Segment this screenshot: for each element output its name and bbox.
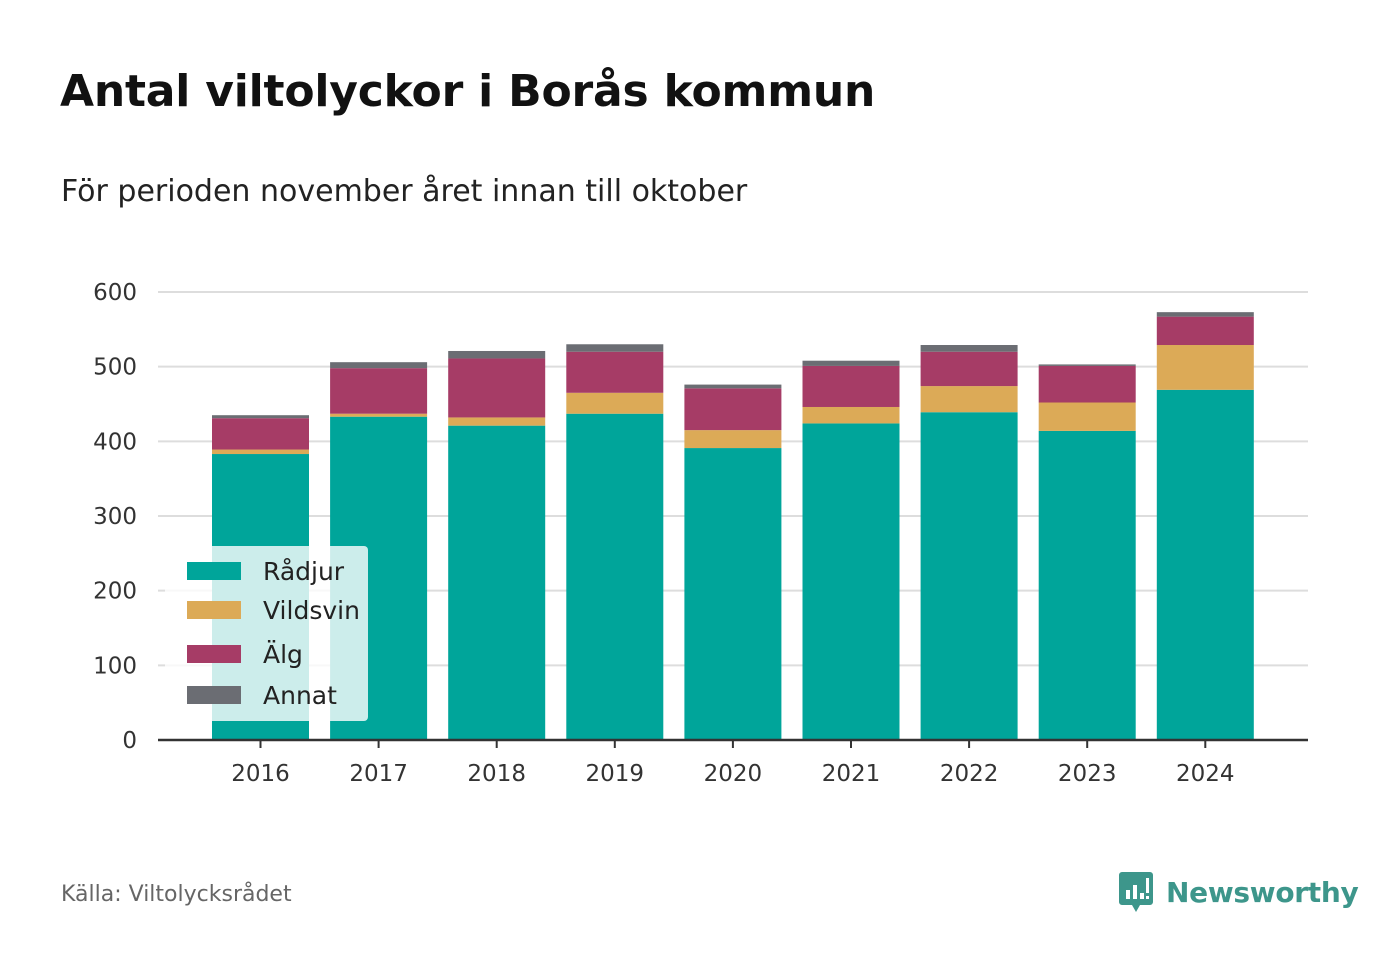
y-tick-label: 500 [93,355,137,381]
legend: Rådjur Vildsvin Älg Annat [165,546,368,721]
bar-vildsvin-2020[interactable] [684,430,782,449]
newsworthy-logo-text: Newsworthy [1166,875,1359,909]
bar-vildsvin-2017[interactable] [330,413,428,417]
bar-vildsvin-2023[interactable] [1038,402,1136,431]
bar-rådjur-2023[interactable] [1038,430,1136,740]
legend-swatch-radjur [187,562,241,580]
bar-älg-2017[interactable] [330,368,428,414]
bar-rådjur-2019[interactable] [566,413,664,740]
bar-vildsvin-2018[interactable] [448,417,546,426]
legend-item-vildsvin[interactable]: Vildsvin [187,595,360,625]
bar-annat-2022[interactable] [920,345,1018,352]
x-tick-label: 2021 [822,761,881,787]
bar-vildsvin-2024[interactable] [1156,345,1254,390]
bar-vildsvin-2022[interactable] [920,386,1018,413]
bar-rådjur-2020[interactable] [684,448,782,740]
y-tick-label: 400 [93,429,137,455]
y-tick-label: 600 [93,280,137,306]
legend-item-alg[interactable]: Älg [187,639,303,669]
bar-vildsvin-2021[interactable] [802,406,900,424]
bar-rådjur-2022[interactable] [920,412,1018,740]
bar-annat-2023[interactable] [1038,364,1136,366]
bar-älg-2018[interactable] [448,358,546,418]
bar-annat-2024[interactable] [1156,312,1254,317]
bar-annat-2019[interactable] [566,344,664,352]
bar-annat-2021[interactable] [802,360,900,366]
newsworthy-logo-icon [1119,872,1153,912]
bar-annat-2016[interactable] [212,415,309,419]
bar-rådjur-2021[interactable] [802,423,900,740]
legend-swatch-vildsvin [187,601,241,619]
bar-älg-2024[interactable] [1156,316,1254,346]
newsworthy-logo[interactable]: Newsworthy [1118,870,1359,914]
x-tick-label: 2017 [349,761,408,787]
bar-älg-2019[interactable] [566,351,664,393]
legend-item-radjur[interactable]: Rådjur [187,556,344,586]
chart-title: Antal viltolyckor i Borås kommun [60,66,876,117]
bar-rådjur-2024[interactable] [1156,389,1254,740]
bar-älg-2021[interactable] [802,365,900,407]
legend-label-vildsvin: Vildsvin [263,595,360,625]
bar-annat-2017[interactable] [330,362,428,369]
bar-rådjur-2018[interactable] [448,425,546,740]
axes: 0 100 200 300 400 500 600 2016 2017 2018 2019 2020 2… [93,280,1308,787]
y-tick-label: 0 [122,728,137,754]
bar-annat-2020[interactable] [684,384,782,389]
x-tick-label: 2020 [704,761,763,787]
x-tick-label: 2022 [940,761,999,787]
legend-swatch-annat [187,686,241,704]
bar-älg-2016[interactable] [212,418,309,450]
chart-subtitle: För perioden november året innan till ok… [61,174,748,209]
bar-vildsvin-2019[interactable] [566,392,664,414]
x-tick-label: 2018 [467,761,526,787]
legend-label-radjur: Rådjur [263,556,345,586]
bar-älg-2020[interactable] [684,388,782,431]
x-tick-label: 2024 [1176,761,1235,787]
bar-annat-2018[interactable] [448,350,546,359]
y-tick-label: 200 [93,579,137,605]
x-tick-label: 2019 [586,761,645,787]
y-tick-label: 300 [93,504,137,530]
x-tick-label: 2016 [231,761,290,787]
legend-swatch-alg [187,645,241,663]
bars [212,312,1254,740]
y-tick-label: 100 [93,653,137,679]
bar-vildsvin-2016[interactable] [212,449,309,455]
bar-älg-2022[interactable] [920,351,1018,387]
legend-label-alg: Älg [263,639,303,669]
bar-älg-2023[interactable] [1038,365,1136,403]
legend-label-annat: Annat [263,680,337,710]
x-tick-label: 2023 [1058,761,1117,787]
source-note: Källa: Viltolycksrådet [61,882,292,907]
legend-item-annat[interactable]: Annat [187,680,337,710]
